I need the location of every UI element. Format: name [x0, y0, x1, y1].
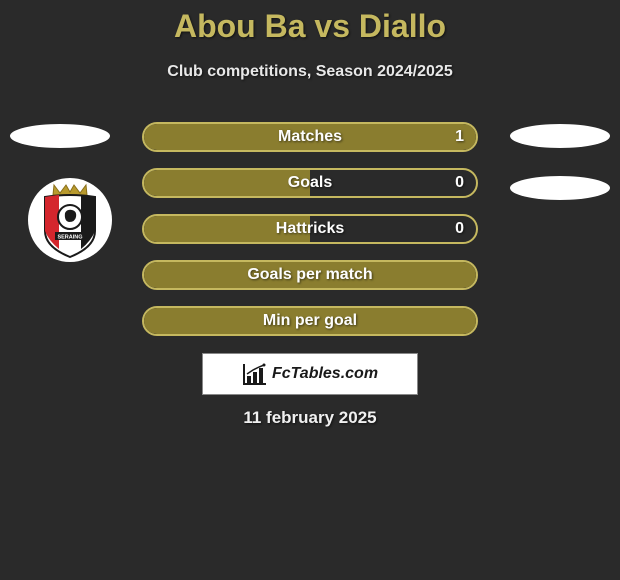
- stat-row: Goals per match: [142, 260, 478, 290]
- stat-value: 0: [455, 220, 464, 238]
- stat-label: Hattricks: [276, 220, 344, 238]
- club-badge-icon: SERAING: [37, 181, 103, 259]
- stat-value: 1: [455, 128, 464, 146]
- club-badge-text: SERAING: [57, 235, 82, 241]
- club-badge: SERAING: [28, 178, 112, 262]
- stat-row: Hattricks 0: [142, 214, 478, 244]
- player-photo-right-placeholder-2: [510, 176, 610, 200]
- stat-label: Matches: [278, 128, 342, 146]
- stat-fill: [144, 170, 310, 196]
- date-text: 11 february 2025: [0, 408, 620, 428]
- stat-label: Goals per match: [247, 266, 372, 284]
- stat-label: Goals: [288, 174, 332, 192]
- stat-row: Goals 0: [142, 168, 478, 198]
- stat-row: Min per goal: [142, 306, 478, 336]
- player-photo-right-placeholder-1: [510, 124, 610, 148]
- stat-label: Min per goal: [263, 312, 357, 330]
- stats-table: Matches 1 Goals 0 Hattricks 0 Goals per match M…: [142, 122, 478, 352]
- bar-chart-icon: [242, 362, 268, 386]
- brand-box: FcTables.com: [202, 353, 418, 395]
- page-title: Abou Ba vs Diallo: [0, 0, 620, 45]
- subtitle: Club competitions, Season 2024/2025: [0, 63, 620, 81]
- player-photo-left-placeholder: [10, 124, 110, 148]
- stat-row: Matches 1: [142, 122, 478, 152]
- brand-text: FcTables.com: [272, 365, 378, 383]
- stat-value: 0: [455, 174, 464, 192]
